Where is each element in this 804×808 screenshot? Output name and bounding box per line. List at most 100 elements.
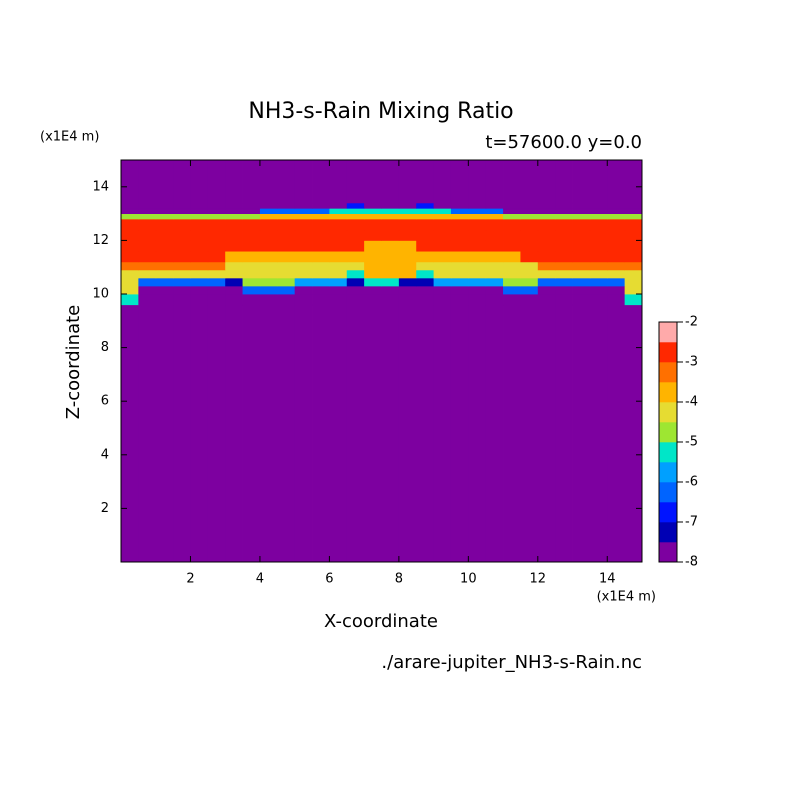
contour-cell [173, 213, 191, 220]
contour-cell [259, 269, 278, 279]
contour-cell [312, 160, 330, 204]
contour-cell [312, 240, 330, 252]
contour-cell [329, 277, 348, 287]
contour-cell [468, 261, 487, 271]
contour-cell [537, 285, 556, 295]
contour-cell [190, 261, 209, 271]
contour-cell [537, 294, 556, 306]
contour-cell [259, 240, 278, 252]
colorbar-tick-label: -7 [685, 515, 698, 530]
contour-cell [381, 240, 400, 252]
contour-cell [277, 218, 296, 231]
contour-cell [607, 251, 626, 263]
contour-cell [433, 269, 452, 279]
contour-cell [207, 277, 226, 287]
contour-cell [277, 208, 296, 214]
contour-cell [450, 261, 469, 271]
contour-cell [121, 251, 139, 263]
contour-cell [259, 160, 278, 204]
contour-cell [225, 213, 243, 220]
contour-cell [155, 261, 174, 271]
contour-cell [450, 304, 469, 563]
contour-cell [138, 202, 157, 209]
contour-cell [503, 160, 521, 204]
contour-cell [607, 240, 626, 252]
contour-cell [537, 261, 556, 271]
contour-cell [555, 202, 573, 209]
colorbar-band [659, 442, 677, 463]
contour-cell [555, 251, 573, 263]
contour-cell [589, 160, 608, 204]
contour-cell [572, 294, 591, 306]
contour-cell [312, 229, 330, 241]
contour-cell [312, 285, 330, 295]
x-unit: (x1E4 m) [597, 590, 656, 605]
contour-cell [589, 304, 608, 563]
contour-cell [259, 202, 278, 209]
contour-cell [416, 240, 434, 252]
contour-cell [624, 269, 643, 279]
contour-cell [294, 202, 313, 209]
contour-cell [485, 208, 504, 214]
y-tick-label: 2 [101, 501, 109, 516]
contour-cell [138, 294, 157, 306]
contour-cell [312, 208, 330, 214]
colorbar-band [659, 522, 677, 543]
contour-cell [433, 251, 452, 263]
contour-cell [607, 294, 626, 306]
contour-cell [207, 202, 226, 209]
contour-cell [503, 269, 521, 279]
contour-cell [173, 208, 191, 214]
contour-cell [121, 285, 139, 295]
contour-cell [138, 277, 157, 287]
contour-cell [294, 208, 313, 214]
contour-cell [242, 251, 261, 263]
contour-cell [607, 229, 626, 241]
colorbar-tick-label: -4 [685, 395, 698, 410]
contour-cell [468, 229, 487, 241]
contour-cell [364, 240, 382, 252]
contour-cell [433, 304, 452, 563]
contour-cell [624, 294, 643, 306]
contour-cell [555, 160, 573, 204]
contour-cell [589, 285, 608, 295]
contour-cell [346, 294, 365, 306]
x-tick-label: 10 [460, 572, 477, 587]
contour-field [121, 160, 643, 563]
contour-cell [138, 208, 157, 214]
contour-cell [503, 304, 521, 563]
contour-cell [346, 218, 365, 231]
contour-cell [207, 229, 226, 241]
contour-cell [294, 304, 313, 563]
contour-cell [190, 294, 209, 306]
contour-cell [607, 160, 626, 204]
contour-cell [433, 229, 452, 241]
contour-cell [589, 269, 608, 279]
contour-cell [398, 160, 417, 204]
contour-cell [468, 285, 487, 295]
contour-cell [416, 160, 434, 204]
contour-cell [173, 240, 191, 252]
contour-cell [624, 304, 643, 563]
contour-cell [520, 202, 539, 209]
plot-frame [120, 159, 643, 563]
contour-cell [520, 294, 539, 306]
contour-cell [537, 229, 556, 241]
contour-cell [520, 285, 539, 295]
contour-cell [294, 261, 313, 271]
contour-cell [520, 160, 539, 204]
contour-cell [485, 202, 504, 209]
contour-cell [329, 304, 348, 563]
y-tick-label: 12 [92, 233, 109, 248]
colorbar-tick-label: -3 [685, 355, 698, 370]
colorbar-band [659, 482, 677, 503]
contour-cell [572, 261, 591, 271]
contour-cell [173, 202, 191, 209]
contour-cell [329, 261, 348, 271]
contour-cell [312, 261, 330, 271]
contour-cell [381, 218, 400, 231]
contour-cell [242, 218, 261, 231]
contour-cell [416, 304, 434, 563]
x-tick-label: 8 [395, 572, 403, 587]
contour-cell [312, 294, 330, 306]
